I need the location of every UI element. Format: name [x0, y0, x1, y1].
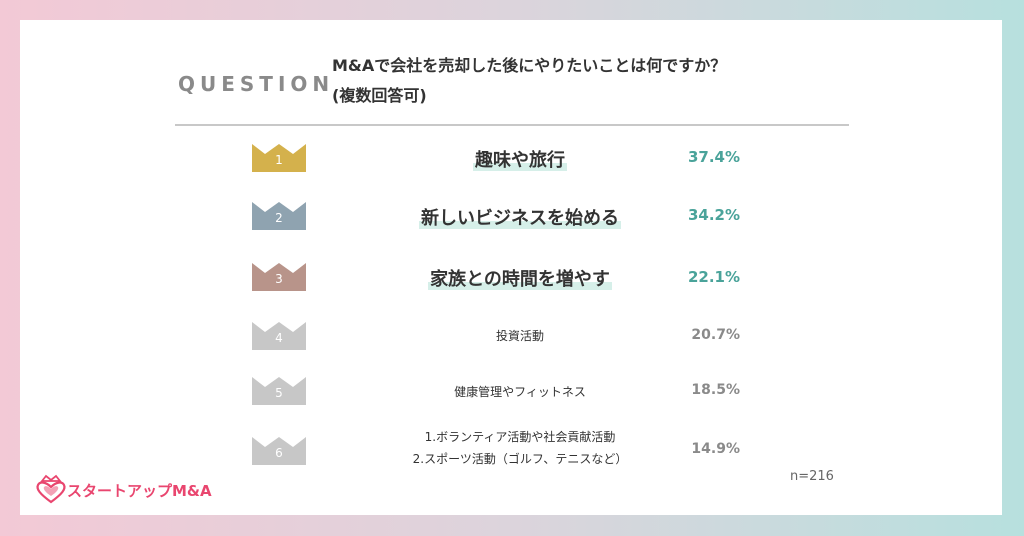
brand-name: スタートアップM&A — [67, 482, 212, 500]
rank-item-3: 家族との時間を増やす — [380, 265, 660, 291]
crown-icon-5: 5 — [252, 377, 306, 405]
rank-item-label: 趣味や旅行 — [473, 150, 567, 171]
rank-number: 3 — [275, 272, 283, 286]
rank-percent-1: 37.4% — [687, 148, 740, 166]
rank-percent-6: 14.9% — [691, 441, 740, 457]
crown-icon-2: 2 — [252, 202, 306, 230]
rank-number: 4 — [275, 331, 283, 345]
card — [20, 20, 1002, 515]
rank-percent-5: 18.5% — [691, 382, 740, 398]
rank-percent-4: 20.7% — [691, 327, 740, 343]
crown-icon-6: 6 — [252, 437, 306, 465]
crown-icon-4: 4 — [252, 322, 306, 350]
rank-item-1: 趣味や旅行 — [380, 146, 660, 172]
question-text: M&Aで会社を売却した後にやりたいことは何ですか？ (複数回答可) — [332, 51, 726, 111]
question-line-2: (複数回答可) — [332, 86, 427, 105]
brand-logo: スタートアップM&A — [34, 474, 214, 504]
divider — [175, 124, 849, 126]
crown-icon-1: 1 — [252, 144, 306, 172]
rank-number: 2 — [275, 211, 283, 225]
question-label: QUESTION — [178, 72, 335, 96]
rank-percent-3: 22.1% — [687, 268, 740, 286]
rank-item-line-2: 2.スポーツ活動（ゴルフ、テニスなど） — [412, 452, 628, 466]
rank-number: 1 — [275, 153, 283, 167]
rank-item-label: 新しいビジネスを始める — [419, 208, 621, 229]
rank-number: 5 — [275, 386, 283, 400]
rank-item-5: 健康管理やフィットネス — [454, 385, 586, 399]
rank-item-line-1: 1.ボランティア活動や社会貢献活動 — [424, 430, 616, 444]
rank-item-label: 家族との時間を増やす — [428, 269, 612, 290]
rank-percent-2: 34.2% — [687, 206, 740, 224]
sample-size: n=216 — [790, 469, 834, 484]
crown-icon-3: 3 — [252, 263, 306, 291]
question-line-1: M&Aで会社を売却した後にやりたいことは何ですか？ — [332, 56, 727, 75]
rank-item-4: 投資活動 — [495, 329, 544, 343]
rank-number: 6 — [275, 446, 283, 460]
rank-item-2: 新しいビジネスを始める — [380, 204, 660, 230]
rank-item-6: 1.ボランティア活動や社会貢献活動 2.スポーツ活動（ゴルフ、テニスなど） — [380, 426, 660, 470]
heart-crown-icon — [36, 474, 66, 504]
